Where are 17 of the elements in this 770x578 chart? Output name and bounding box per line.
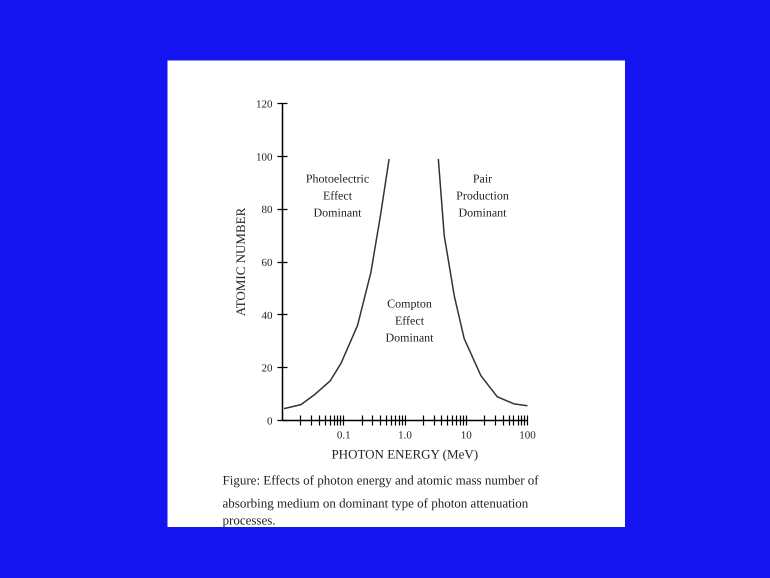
y-tick-label: 20 <box>262 362 273 375</box>
x-tick-label: 100 <box>519 430 536 442</box>
annotation: Pair Production Dominant <box>456 172 509 220</box>
x-tick-label: 1.0 <box>398 430 412 442</box>
annotation: Photoelectric Effect Dominant <box>306 172 370 220</box>
y-tick-label: 40 <box>262 310 273 322</box>
x-axis-title: PHOTON ENERGY (MeV) <box>331 446 478 462</box>
y-tick-label: 120 <box>256 98 273 110</box>
y-tick-label: 60 <box>262 257 273 269</box>
y-tick-label: 100 <box>256 151 273 164</box>
annotation: Compton Effect Dominant <box>386 296 434 344</box>
x-tick-label: 10 <box>460 430 472 442</box>
y-tick-label: 0 <box>267 416 273 428</box>
x-tick-label: 0.1 <box>336 430 351 442</box>
text: Figure: Effects of photon energy and atomic mass number of absorbing medium on dominant type of photon attenuation processes. <box>222 472 540 528</box>
y-axis-title: ATOMIC NUMBER <box>233 207 248 316</box>
y-tick-label: 80 <box>262 204 273 216</box>
